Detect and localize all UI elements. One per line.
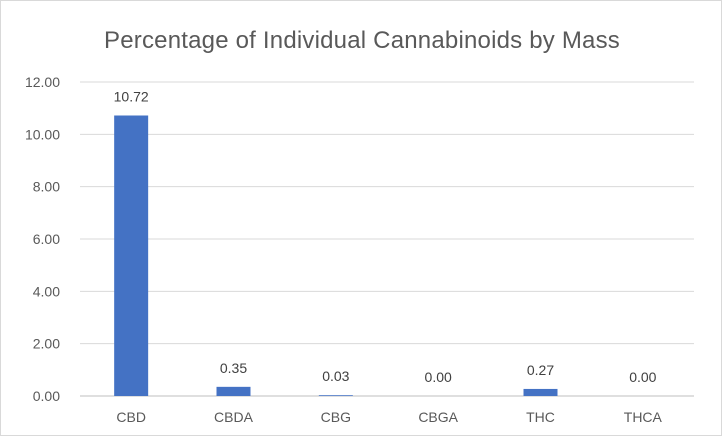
data-label: 0.27 (527, 362, 554, 378)
y-tick-label: 4.00 (33, 283, 60, 299)
y-tick-label: 2.00 (33, 336, 60, 352)
y-tick-label: 12.00 (25, 74, 60, 90)
bar (114, 115, 149, 396)
data-label: 0.00 (629, 369, 656, 385)
data-label: 0.00 (425, 369, 452, 385)
data-label: 10.72 (114, 88, 149, 104)
y-tick-label: 8.00 (33, 179, 60, 195)
data-label: 0.03 (322, 368, 349, 384)
bar (216, 386, 251, 396)
bar (523, 388, 558, 396)
data-label: 0.35 (220, 360, 247, 376)
y-tick-label: 0.00 (33, 388, 60, 404)
x-tick-label: CBG (321, 409, 351, 425)
x-tick-label: CBDA (214, 409, 254, 425)
x-tick-label: THC (526, 409, 555, 425)
y-tick-label: 10.00 (25, 126, 60, 142)
x-tick-label: CBD (116, 409, 146, 425)
x-tick-label: CBGA (418, 409, 458, 425)
bar (318, 395, 353, 396)
chart-title: Percentage of Individual Cannabinoids by… (104, 27, 620, 54)
y-tick-label: 6.00 (33, 231, 60, 247)
x-tick-label: THCA (624, 409, 663, 425)
